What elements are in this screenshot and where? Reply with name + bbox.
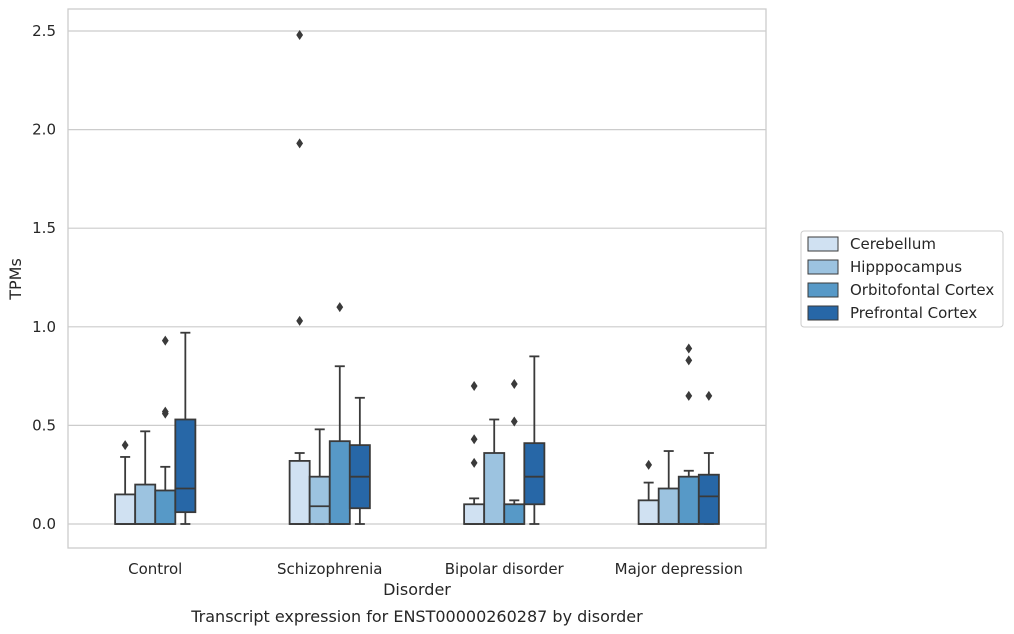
box-iqr (657, 487, 680, 525)
outlier-point (470, 457, 478, 468)
outlier-point (121, 440, 129, 451)
outlier-point (705, 390, 713, 401)
y-tick-label: 0.5 (32, 416, 56, 434)
outlier-point (161, 335, 169, 346)
box-cerebellum-schizophrenia (288, 29, 311, 525)
gridlines (68, 30, 766, 525)
outlier-point (336, 302, 344, 313)
outlier-point (470, 380, 478, 391)
outlier-point (510, 378, 518, 389)
box-cerebellum-control (114, 440, 137, 525)
box-iqr (523, 442, 546, 506)
outlier-point (685, 355, 693, 366)
legend-label: Prefrontal Cortex (850, 304, 977, 322)
legend-label: Hipppocampus (850, 258, 962, 276)
box-iqr (637, 499, 660, 525)
box-orbitofontal-cortex-major-depression (677, 343, 700, 525)
box-iqr (677, 475, 700, 525)
outlier-point (296, 29, 304, 40)
legend-swatch (807, 305, 839, 321)
y-tick-label: 1.0 (32, 318, 56, 336)
y-tick-label: 1.5 (32, 219, 56, 237)
legend-swatch (807, 236, 839, 252)
box-orbitofontal-cortex-schizophrenia (328, 302, 351, 525)
box-iqr (174, 418, 197, 514)
box-orbitofontal-cortex-control (154, 335, 177, 525)
x-tick-labels: Control Schizophrenia Bipolar disorder Majo… (128, 560, 743, 578)
box-iqr (288, 459, 311, 525)
y-tick-label: 2.0 (32, 121, 56, 139)
box-hipppocampus-major-depression (657, 450, 680, 525)
box-iqr (328, 440, 351, 525)
y-axis-title: TPMs (6, 258, 25, 301)
chart-caption: Transcript expression for ENST0000026028… (190, 607, 643, 626)
box-iqr (114, 493, 137, 525)
box-hipppocampus-schizophrenia (308, 428, 331, 525)
box-prefrontal-cortex-control (174, 331, 197, 525)
legend-swatch (807, 282, 839, 298)
box-iqr (503, 503, 526, 525)
y-tick-label: 0.0 (32, 515, 56, 533)
box-plots (114, 29, 720, 525)
legend-label: Cerebellum (850, 235, 936, 253)
outlier-point (296, 315, 304, 326)
box-iqr (697, 473, 720, 525)
box-hipppocampus-control (134, 430, 157, 525)
outlier-point (296, 138, 304, 149)
x-axis-title: Disorder (383, 580, 451, 599)
legend-swatch (807, 259, 839, 275)
box-iqr (154, 489, 177, 525)
y-tick-labels: 0.0 0.5 1.0 1.5 2.0 2.5 (32, 22, 56, 533)
outlier-point (685, 343, 693, 354)
box-prefrontal-cortex-bipolar-disorder (523, 355, 546, 525)
box-prefrontal-cortex-major-depression (697, 390, 720, 525)
legend: Cerebellum Hipppocampus Orbitofontal Corte… (800, 230, 1004, 328)
x-tick-label: Control (128, 560, 182, 578)
box-iqr (483, 452, 506, 525)
box-cerebellum-major-depression (637, 459, 660, 525)
outlier-point (470, 434, 478, 445)
legend-label: Orbitofontal Cortex (850, 281, 994, 299)
y-tick-label: 2.5 (32, 22, 56, 40)
legend-frame (800, 230, 1004, 328)
box-orbitofontal-cortex-bipolar-disorder (503, 378, 526, 525)
box-hipppocampus-bipolar-disorder (483, 418, 506, 525)
outlier-point (510, 416, 518, 427)
x-tick-label: Schizophrenia (277, 560, 382, 578)
box-prefrontal-cortex-schizophrenia (348, 396, 371, 525)
box-iqr (308, 475, 331, 525)
box-iqr (463, 503, 486, 525)
outlier-point (645, 459, 653, 470)
plot-area-frame (67, 8, 767, 549)
outlier-point (161, 406, 169, 417)
x-tick-label: Bipolar disorder (445, 560, 565, 578)
box-cerebellum-bipolar-disorder (463, 380, 486, 525)
outlier-point (685, 390, 693, 401)
x-tick-label: Major depression (615, 560, 743, 578)
box-iqr (134, 483, 157, 525)
